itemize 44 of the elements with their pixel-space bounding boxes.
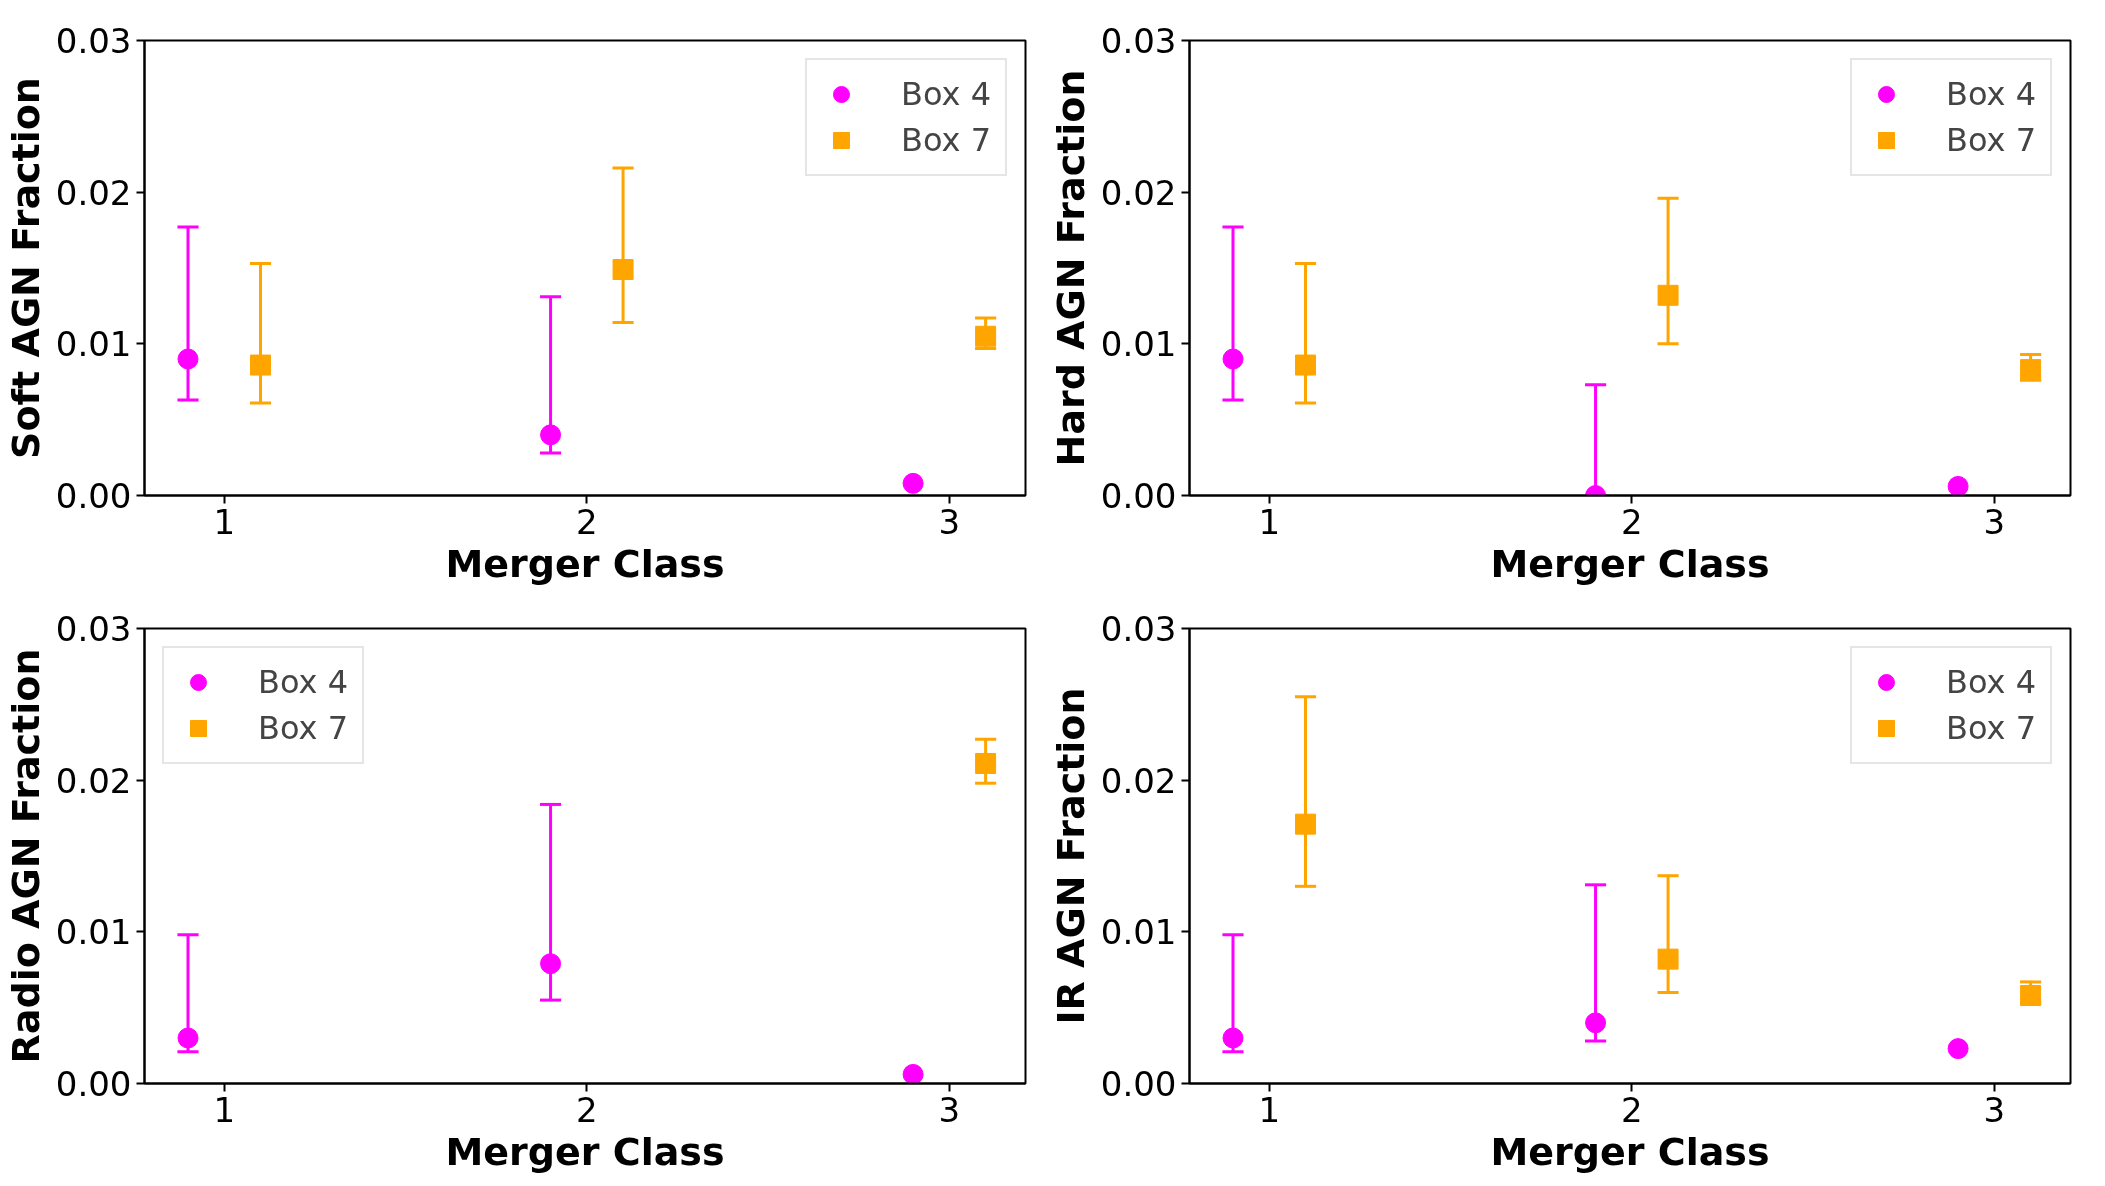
legend-label: Box 7 xyxy=(1945,121,2036,159)
y-tick-label: 0.01 xyxy=(1100,324,1177,365)
y-axis-title: Soft AGN Fraction xyxy=(3,77,48,459)
legend-label: Box 4 xyxy=(1945,663,2036,701)
y-tick-label: 0.01 xyxy=(1100,912,1177,953)
y-tick-label: 0.03 xyxy=(55,21,132,61)
x-tick-label: 3 xyxy=(938,501,961,542)
x-axis-title: Merger Class xyxy=(445,1129,725,1174)
x-tick-label: 2 xyxy=(1621,1089,1643,1130)
y-tick-label: 0.02 xyxy=(55,172,132,213)
y-axis-title: IR AGN Fraction xyxy=(1048,687,1093,1025)
x-tick-label: 1 xyxy=(1258,1089,1281,1130)
y-tick-label: 0.00 xyxy=(55,1064,132,1104)
x-tick-label: 2 xyxy=(1621,501,1643,542)
x-tick-label: 3 xyxy=(938,1089,961,1130)
x-tick-label: 2 xyxy=(576,1089,598,1130)
y-tick-label: 0.03 xyxy=(1100,21,1177,61)
y-tick-label: 0.00 xyxy=(1100,1064,1177,1104)
y-tick-label: 0.02 xyxy=(55,760,132,801)
legend-label: Box 4 xyxy=(258,663,349,701)
x-axis-title: Merger Class xyxy=(1490,1129,1770,1174)
y-tick-label: 0.00 xyxy=(55,476,132,516)
x-tick-label: 1 xyxy=(213,1089,236,1130)
x-axis-title: Merger Class xyxy=(1490,541,1770,586)
y-tick-label: 0.01 xyxy=(55,324,132,365)
y-tick-label: 0.03 xyxy=(1100,609,1177,649)
legend-label: Box 7 xyxy=(900,121,991,159)
y-tick-label: 0.01 xyxy=(55,912,132,953)
y-tick-label: 0.02 xyxy=(1100,172,1177,213)
x-tick-label: 2 xyxy=(576,501,598,542)
legend-label: Box 7 xyxy=(258,709,349,747)
x-tick-label: 3 xyxy=(1983,1089,2006,1130)
legend-label: Box 7 xyxy=(1945,709,2036,747)
y-axis-title: Radio AGN Fraction xyxy=(3,648,48,1064)
y-tick-label: 0.02 xyxy=(1100,760,1177,801)
x-tick-label: 1 xyxy=(1258,501,1281,542)
y-tick-label: 0.00 xyxy=(1100,476,1177,516)
legend-label: Box 4 xyxy=(1945,75,2036,113)
x-axis-title: Merger Class xyxy=(445,541,725,586)
x-tick-label: 1 xyxy=(213,501,236,542)
y-tick-label: 0.03 xyxy=(55,609,132,649)
legend-label: Box 4 xyxy=(900,75,991,113)
y-axis-title: Hard AGN Fraction xyxy=(1048,69,1093,467)
x-tick-label: 3 xyxy=(1983,501,2006,542)
